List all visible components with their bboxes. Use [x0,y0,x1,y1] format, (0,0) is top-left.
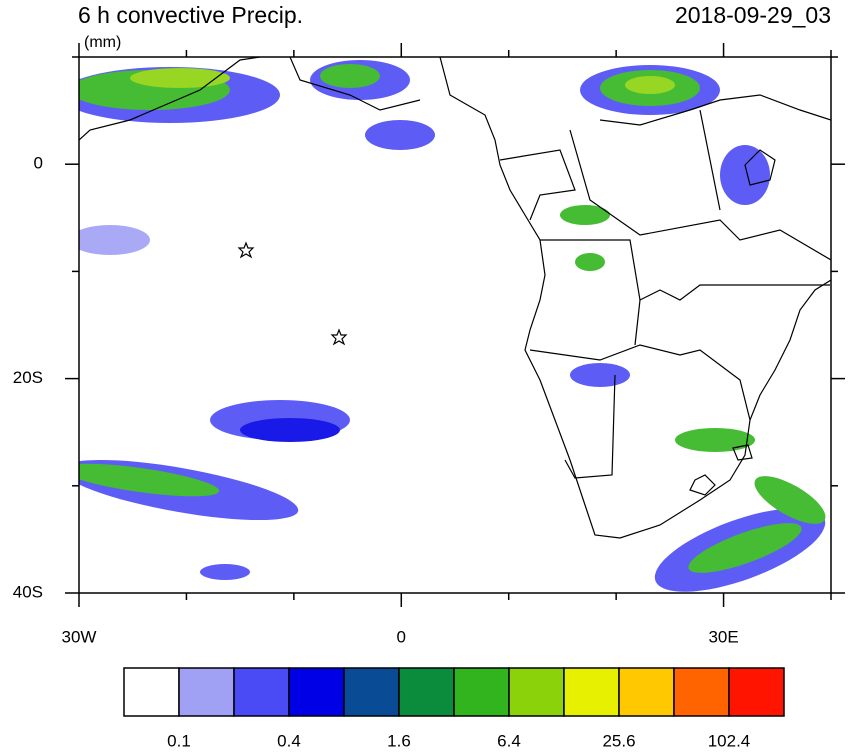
borders [79,57,831,539]
y-tick-label: 0 [34,154,43,173]
colorbar-box [398,667,455,717]
map-frame [78,56,832,594]
map-area [79,57,831,592]
colorbar-box [178,667,235,717]
colorbar-box [343,667,400,717]
x-tick-label: 30W [62,627,97,646]
colorbar-box [508,667,565,717]
x-tick-label: 0 [397,627,406,646]
colorbar-label: 1.6 [387,731,411,750]
colorbar-label: 0.1 [167,731,191,750]
colorbar-box [288,667,345,717]
colorbar-box [673,667,730,717]
precipitation [79,60,826,592]
colorbar-box [453,667,510,717]
colorbar-box [233,667,290,717]
colorbar-label: 6.4 [497,731,521,750]
y-tick-label: 20S [13,368,43,387]
colorbar-box [123,667,180,717]
colorbar-box [563,667,620,717]
colorbar-box [728,667,785,717]
date: 2018-09-29_03 [675,2,831,28]
title: 6 h convective Precip. [78,2,303,28]
colorbar-label: 0.4 [277,731,301,750]
units: (mm) [84,34,121,51]
stars [237,241,348,346]
colorbar-label: 25.6 [602,731,635,750]
y-tick-label: 40S [13,582,43,601]
colorbar-box [618,667,675,717]
colorbar-label: 102.4 [708,731,751,750]
x-tick-label: 30E [708,627,738,646]
